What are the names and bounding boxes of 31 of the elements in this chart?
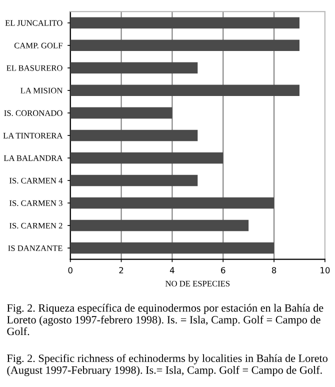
caption: Fig. 2. Specific richness of echinoderms by localities in Bahía de Loreto (August 1997-February 1998). Is.= Isla, Camp. Golf = Campo de Golf. [7,354,328,376]
x-axis-title: NO DE ESPECIES [165,280,230,286]
bar [70,152,224,164]
y-tick-label: LA BALANDRA [4,155,63,161]
y-tick-label: CAMP. GOLF [14,42,62,48]
y-tick-label: EL JUNCALITO [5,20,62,26]
bar [70,17,300,28]
y-tick-label: IS. CORONADO [4,110,62,116]
x-tick-label: 0 [68,267,72,274]
x-tick-label: 10 [320,267,330,274]
bar [70,107,172,119]
x-tick-label: 6 [221,267,226,274]
bar [70,220,249,232]
bar [70,197,274,209]
bar [70,84,300,96]
y-tick-label: IS DANZANTE [8,245,62,252]
y-tick-label: LA TINTORERA [3,132,63,138]
y-tick-label: IS. CARMEN 3 [10,200,62,206]
bar [70,130,198,142]
bar [70,242,274,254]
x-tick-label: 4 [170,267,174,274]
y-tick-label: LA MISION [20,88,63,94]
bar [70,174,198,186]
caption: Fig. 2. Riqueza específica de equinodermos por estación en la Bahía de Loreto (agosto 1997-febrero 1998). Is. = Isla, Camp. Golf = Campo de Golf. [7,304,324,336]
bar [70,40,300,52]
bar [70,62,198,74]
y-tick-label: IS. CARMEN 2 [10,222,62,229]
y-tick-label: EL BASURERO [6,65,62,71]
x-tick-label: 2 [119,267,124,274]
x-tick-label: 8 [272,267,276,274]
y-tick-label: IS. CARMEN 4 [10,178,63,184]
